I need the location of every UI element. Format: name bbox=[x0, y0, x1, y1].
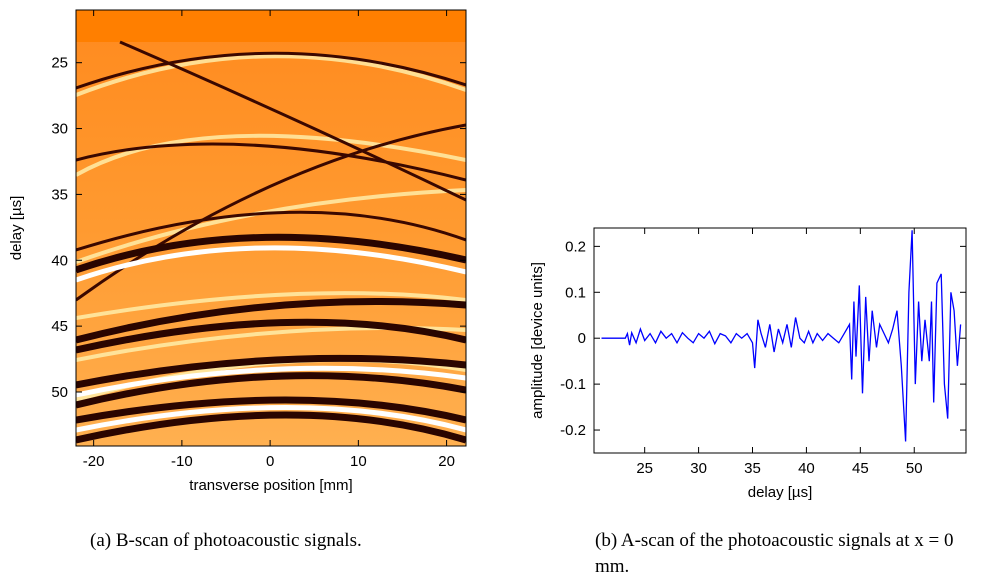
caption: (b) A-scan of the photoacoustic signals … bbox=[595, 530, 954, 577]
x-tick-label: 50 bbox=[906, 460, 923, 477]
charts: -20 -10 0 10 20 25 30 35 40 45 50 transverse positi… bbox=[8, 9, 967, 501]
axes-box bbox=[593, 227, 967, 454]
line bbox=[601, 230, 962, 442]
x-tick-label: 40 bbox=[798, 460, 815, 477]
y-tick-label: 25 bbox=[51, 55, 68, 72]
x-tick-label: 0 bbox=[266, 453, 274, 470]
x-tick-label: 25 bbox=[636, 460, 653, 477]
x-axis-label: delay [µs] bbox=[748, 484, 813, 501]
caption: (a) B-scan of photoacoustic signals. bbox=[90, 530, 362, 551]
b-scan-image bbox=[76, 10, 466, 446]
y-axis-label: amplitude [device units] bbox=[529, 262, 546, 419]
x-tick-label: 35 bbox=[744, 460, 761, 477]
y-tick-label: 35 bbox=[51, 186, 68, 203]
x-tick-label: 45 bbox=[852, 460, 869, 477]
y-tick-label: 40 bbox=[51, 252, 68, 269]
x-tick-label: -10 bbox=[171, 453, 193, 470]
y-axis-label: delay [µs] bbox=[8, 196, 25, 261]
y-tick-label: -0.1 bbox=[560, 376, 586, 393]
y-tick-label: 0.1 bbox=[565, 284, 586, 301]
y-tick-label: 30 bbox=[51, 121, 68, 138]
x-tick-label: 20 bbox=[438, 453, 455, 470]
y-tick-label: 50 bbox=[51, 384, 68, 401]
y-tick-label: 0 bbox=[578, 330, 586, 347]
axes-box bbox=[75, 9, 467, 447]
x-tick-label: -20 bbox=[83, 453, 105, 470]
x-axis-label: transverse position [mm] bbox=[189, 477, 352, 494]
y-tick-label: -0.2 bbox=[560, 422, 586, 439]
y-tick-label: 45 bbox=[51, 318, 68, 335]
x-tick-label: 30 bbox=[690, 460, 707, 477]
y-tick-label: 0.2 bbox=[565, 238, 586, 255]
x-tick-label: 10 bbox=[350, 453, 367, 470]
